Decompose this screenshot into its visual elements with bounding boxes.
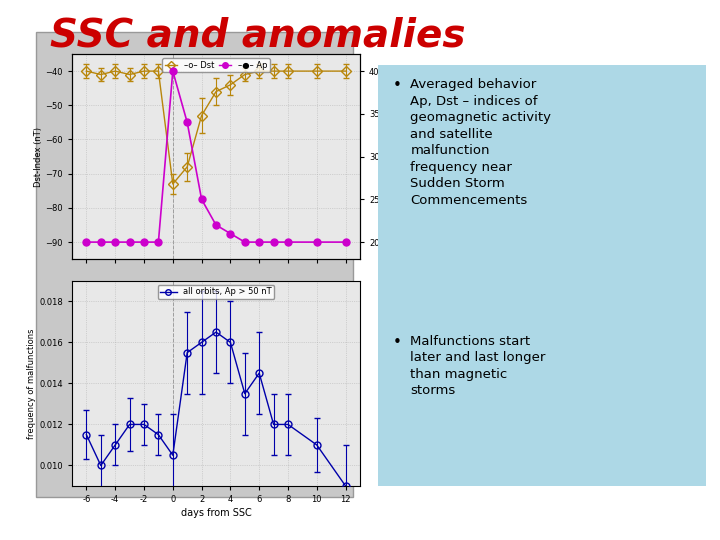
X-axis label: days from SSC: days from SSC	[181, 508, 251, 518]
Legend: all orbits, Ap > 50 nT: all orbits, Ap > 50 nT	[158, 285, 274, 299]
Y-axis label: Dst-Index (nT): Dst-Index (nT)	[34, 126, 42, 187]
Text: •: •	[392, 335, 401, 350]
Text: Malfunctions start
later and last longer
than magnetic
storms: Malfunctions start later and last longer…	[410, 335, 546, 397]
Text: SSC and anomalies: SSC and anomalies	[50, 16, 466, 54]
Text: Averaged behavior
Ap, Dst – indices of
geomagnetic activity
and satellite
malfun: Averaged behavior Ap, Dst – indices of g…	[410, 78, 552, 207]
Y-axis label: frequency of malfunctions: frequency of malfunctions	[27, 328, 37, 438]
Legend: –o– Dst, –●– Ap: –o– Dst, –●– Ap	[162, 58, 270, 72]
Y-axis label: Ap-Index (nT): Ap-Index (nT)	[382, 128, 392, 185]
Text: •: •	[392, 78, 401, 93]
